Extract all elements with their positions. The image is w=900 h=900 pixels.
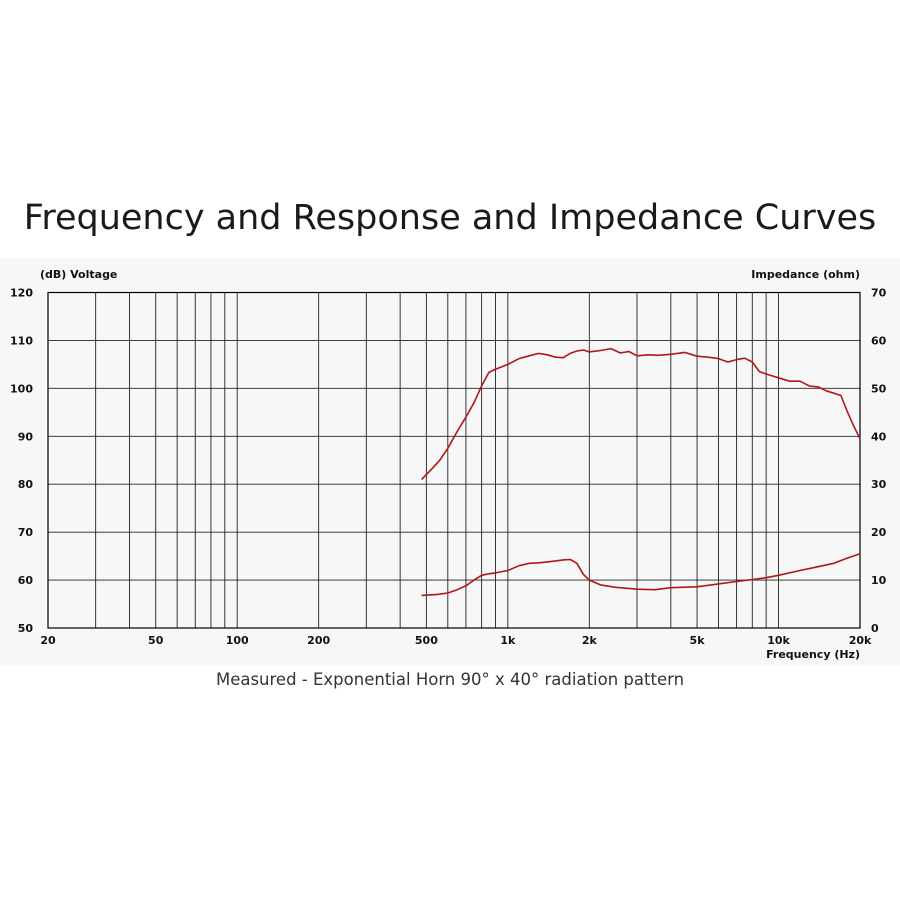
left-y-axis: 50 60 70 80 90 100 110 120 [10, 287, 33, 636]
impedance-curve [421, 552, 861, 597]
y2-tick-label: 0 [871, 622, 879, 635]
x-tick-label: 50 [148, 634, 164, 647]
right-axis-label: Impedance (ohm) [751, 268, 860, 281]
x-tick-label: 20 [40, 634, 56, 647]
chart-grid [48, 292, 860, 628]
frequency-impedance-chart: 50 60 70 80 90 100 110 120 0 10 20 30 40 50 60 70 20 50… [10, 268, 887, 661]
plot-border [47, 291, 861, 629]
x-axis: 20 50 100 200 500 1k 2k 5k 10k 20k [40, 634, 872, 647]
x-tick-label: 5k [690, 634, 706, 647]
x-tick-label: 10k [767, 634, 790, 647]
x-axis-label: Frequency (Hz) [766, 648, 860, 661]
y2-tick-label: 20 [871, 526, 887, 539]
y2-tick-label: 10 [871, 574, 887, 587]
x-tick-label: 100 [226, 634, 249, 647]
x-tick-label: 1k [500, 634, 516, 647]
y2-tick-label: 60 [871, 334, 887, 347]
y2-tick-label: 40 [871, 430, 887, 443]
chart-panel [0, 258, 900, 666]
y-tick-label: 60 [18, 574, 34, 587]
y-tick-label: 120 [10, 287, 33, 300]
y-tick-label: 110 [10, 334, 33, 347]
y-tick-label: 100 [10, 382, 33, 395]
x-tick-label: 500 [415, 634, 438, 647]
right-y-axis: 0 10 20 30 40 50 60 70 [871, 287, 887, 636]
chart-curves [421, 347, 861, 597]
x-tick-label: 2k [582, 634, 598, 647]
y-tick-label: 70 [18, 526, 34, 539]
left-axis-label: (dB) Voltage [40, 268, 117, 281]
page-title: Frequency and Response and Impedance Cur… [23, 198, 877, 238]
x-tick-label: 20k [849, 634, 872, 647]
y-tick-label: 50 [18, 622, 34, 635]
chart-caption: Measured - Exponential Horn 90° x 40° ra… [215, 670, 685, 689]
y2-tick-label: 50 [871, 382, 887, 395]
x-tick-label: 200 [307, 634, 330, 647]
y2-tick-label: 70 [871, 287, 887, 300]
y2-tick-label: 30 [871, 478, 887, 491]
y-tick-label: 80 [18, 478, 34, 491]
y-tick-label: 90 [18, 430, 34, 443]
frequency-response-curve [421, 347, 861, 480]
